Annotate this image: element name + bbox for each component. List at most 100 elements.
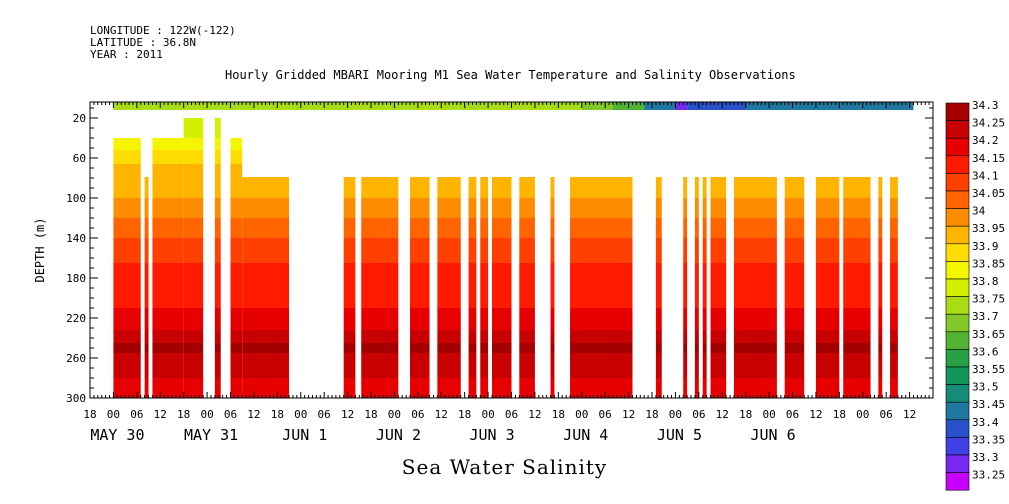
salinity-cell: [152, 150, 184, 164]
salinity-cell: [113, 138, 141, 150]
salinity-cell: [361, 218, 399, 238]
salinity-cell: [519, 263, 535, 308]
salinity-cell: [183, 177, 204, 198]
salinity-cell: [683, 308, 688, 330]
x-hour-label: 06: [786, 408, 799, 421]
salinity-cell: [733, 177, 777, 198]
colorbar-swatch: [945, 437, 970, 456]
salinity-cell: [214, 238, 221, 263]
salinity-cell: [843, 330, 871, 343]
salinity-cell: [878, 343, 883, 353]
x-hour-label: 00: [669, 408, 682, 421]
salinity-cell: [702, 177, 707, 198]
salinity-cell: [815, 308, 840, 330]
salinity-cell: [144, 198, 149, 218]
colorbar-label: 34: [972, 205, 986, 218]
salinity-cell: [113, 238, 141, 263]
x-hour-label: 18: [833, 408, 846, 421]
colorbar-swatch: [945, 331, 970, 350]
colorbar-swatch: [945, 261, 970, 280]
salinity-cell: [890, 198, 898, 218]
longitude-label: LONGITUDE : 122W(-122): [90, 24, 236, 37]
colorbar-label: 33.6: [972, 345, 999, 358]
salinity-cell: [343, 378, 356, 398]
x-hour-label: 12: [903, 408, 916, 421]
salinity-cell: [702, 218, 707, 238]
x-hour-label: 00: [856, 408, 869, 421]
salinity-cell: [230, 308, 243, 330]
salinity-cell: [683, 353, 688, 378]
salinity-cell: [113, 198, 141, 218]
salinity-cell: [214, 150, 221, 164]
x-day-label: JUN 2: [376, 426, 421, 444]
x-hour-label: 12: [435, 408, 448, 421]
salinity-cell: [878, 353, 883, 378]
salinity-cell: [890, 218, 898, 238]
salinity-cell: [815, 177, 840, 198]
salinity-cell: [230, 263, 243, 308]
salinity-cell: [410, 330, 430, 343]
salinity-cell: [230, 218, 243, 238]
salinity-cell: [480, 238, 489, 263]
salinity-cell: [570, 330, 633, 343]
salinity-cell: [491, 353, 512, 378]
y-tick-label: 260: [66, 352, 86, 365]
salinity-cell: [694, 330, 699, 343]
x-day-label: JUN 5: [657, 426, 702, 444]
salinity-cell: [361, 263, 399, 308]
salinity-cell: [694, 238, 699, 263]
salinity-cell: [343, 198, 356, 218]
salinity-cell: [655, 198, 662, 218]
salinity-cell: [242, 343, 290, 353]
x-hour-label: 18: [364, 408, 377, 421]
salinity-cell: [710, 353, 727, 378]
x-hour-label: 18: [83, 408, 96, 421]
salinity-cell: [710, 330, 727, 343]
salinity-cell: [152, 177, 184, 198]
colorbar-label: 34.1: [972, 169, 999, 182]
salinity-cell: [437, 238, 461, 263]
salinity-cell: [152, 238, 184, 263]
salinity-cell: [491, 263, 512, 308]
salinity-cell: [890, 378, 898, 398]
salinity-cell: [890, 330, 898, 343]
salinity-cell: [242, 353, 290, 378]
salinity-cell: [491, 378, 512, 398]
x-hour-label: 06: [599, 408, 612, 421]
salinity-cell: [843, 378, 871, 398]
salinity-cell: [183, 138, 204, 150]
salinity-cell: [784, 353, 805, 378]
salinity-cell: [710, 198, 727, 218]
salinity-cell: [702, 378, 707, 398]
colorbar-swatch: [945, 384, 970, 403]
salinity-cell: [144, 353, 149, 378]
salinity-cell: [437, 198, 461, 218]
salinity-cell: [815, 343, 840, 353]
salinity-cell: [784, 238, 805, 263]
salinity-cell: [144, 378, 149, 398]
salinity-cell: [550, 343, 555, 353]
salinity-cell: [152, 138, 184, 150]
salinity-cell: [113, 343, 141, 353]
salinity-cell: [480, 378, 489, 398]
x-hour-label: 18: [177, 408, 190, 421]
x-hour-label: 06: [411, 408, 424, 421]
salinity-cell: [655, 330, 662, 343]
salinity-cell: [815, 263, 840, 308]
colorbar-label: 33.4: [972, 416, 999, 429]
salinity-cell: [890, 308, 898, 330]
salinity-cell: [550, 238, 555, 263]
salinity-cell: [242, 218, 290, 238]
salinity-cell: [480, 263, 489, 308]
salinity-cell: [710, 177, 727, 198]
salinity-cell: [519, 177, 535, 198]
salinity-cell: [733, 263, 777, 308]
salinity-cell: [702, 238, 707, 263]
salinity-cell: [655, 343, 662, 353]
salinity-cell: [144, 177, 149, 198]
colorbar-swatch: [945, 366, 970, 385]
salinity-cell: [214, 118, 221, 138]
salinity-cell: [144, 263, 149, 308]
salinity-cell: [242, 238, 290, 263]
salinity-cell: [230, 198, 243, 218]
